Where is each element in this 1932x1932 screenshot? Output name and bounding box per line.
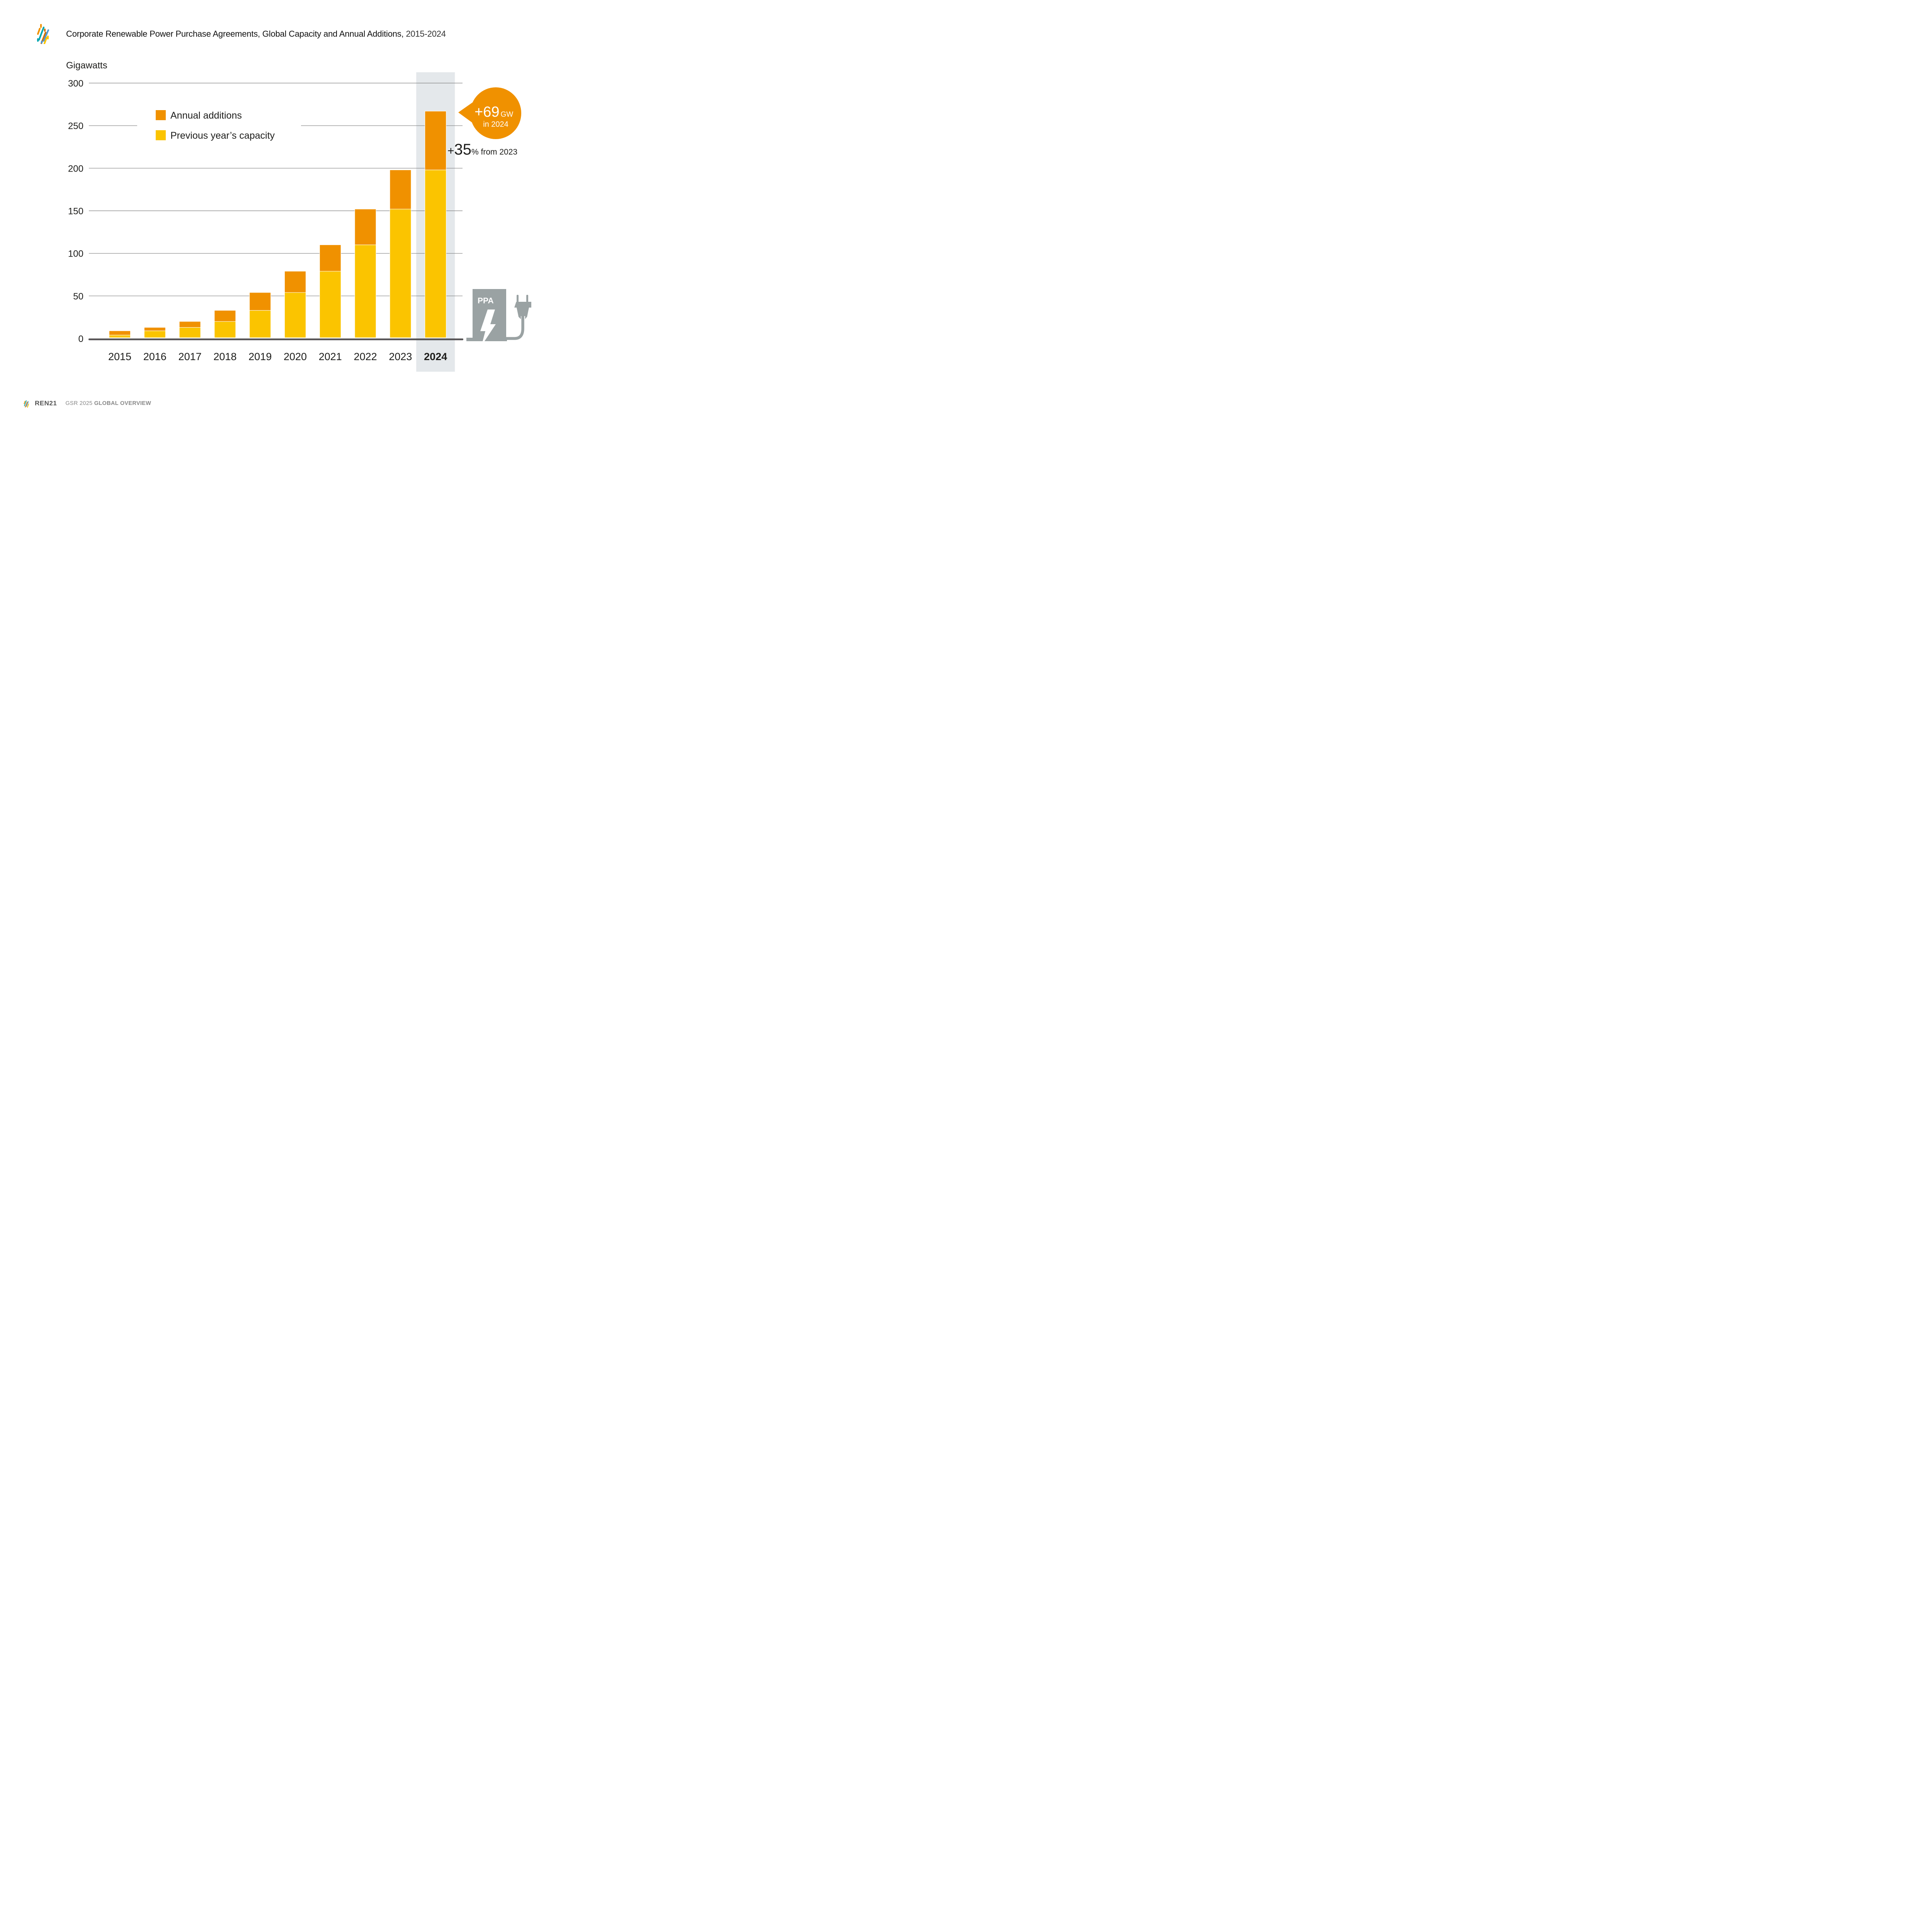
chart-header: Corporate Renewable Power Purchase Agree… xyxy=(36,24,446,44)
footer-report-prefix: GSR 2025 xyxy=(65,400,93,406)
y-axis-title: Gigawatts xyxy=(66,60,107,71)
bar-previous-capacity-2016 xyxy=(144,330,166,338)
x-axis-baseline xyxy=(88,338,463,340)
x-tick-label-2015: 2015 xyxy=(108,351,131,362)
x-tick-label-2024: 2024 xyxy=(424,351,447,362)
x-tick-label-2021: 2021 xyxy=(319,351,342,362)
bar-previous-capacity-2023 xyxy=(389,209,412,338)
callout-value: +69 GW xyxy=(474,104,513,120)
y-tick-label-50: 50 xyxy=(73,291,83,302)
chart-title-main: Corporate Renewable Power Purchase Agree… xyxy=(66,29,404,39)
page-footer: REN21 GSR 2025 GLOBAL OVERVIEW xyxy=(23,399,151,408)
x-tick-label-2016: 2016 xyxy=(143,351,167,362)
legend: Annual additions Previous year’s capacit… xyxy=(156,110,275,141)
bar-annual-additions-2016 xyxy=(144,327,166,331)
chart-title: Corporate Renewable Power Purchase Agree… xyxy=(66,29,446,39)
growth-plus: + xyxy=(447,145,454,157)
plug-pin-right xyxy=(526,295,528,302)
bar-previous-capacity-2024 xyxy=(425,170,447,338)
ppa-plug-icon: PPA xyxy=(466,289,531,346)
y-tick-label-250: 250 xyxy=(68,121,83,131)
ren21-footer-logo-icon xyxy=(24,400,29,408)
bar-annual-additions-2023 xyxy=(389,170,412,209)
bar-previous-capacity-2019 xyxy=(249,310,271,338)
footer-report-bold: GLOBAL OVERVIEW xyxy=(94,400,151,406)
x-tick-label-2018: 2018 xyxy=(213,351,236,362)
bar-annual-additions-2024 xyxy=(425,111,447,170)
bar-previous-capacity-2018 xyxy=(214,321,236,338)
bar-annual-additions-2022 xyxy=(354,209,376,245)
bar-previous-capacity-2020 xyxy=(284,292,306,338)
stacked-bar-chart: 0 50 100 150 200 250 300 2015 2016 2017 2018 2019 20… xyxy=(66,8,531,372)
y-tick-label-150: 150 xyxy=(68,206,83,217)
footer-report-title: GSR 2025 GLOBAL OVERVIEW xyxy=(65,400,151,406)
bar-annual-additions-2019 xyxy=(249,292,271,311)
legend-swatch-previous-capacity xyxy=(156,130,166,140)
bar-previous-capacity-2017 xyxy=(179,327,201,338)
y-tick-label-100: 100 xyxy=(68,249,83,259)
bar-annual-additions-2020 xyxy=(284,271,306,293)
growth-suffix: % from 2023 xyxy=(471,148,517,156)
callout-value-number: +69 xyxy=(474,104,499,120)
callout-value-unit: GW xyxy=(500,111,513,119)
x-tick-label-2019: 2019 xyxy=(248,351,272,362)
legend-swatch-annual-additions xyxy=(156,110,166,120)
growth-annotation: +35% from 2023 xyxy=(447,141,517,158)
bar-annual-additions-2018 xyxy=(214,310,236,322)
chart-title-years: 2015-2024 xyxy=(406,29,446,39)
growth-value: 35 xyxy=(454,141,472,158)
bar-previous-capacity-2021 xyxy=(319,271,341,338)
legend-label-annual-additions: Annual additions xyxy=(170,110,242,121)
bar-previous-capacity-2022 xyxy=(354,245,376,338)
bar-annual-additions-2017 xyxy=(179,321,201,328)
callout-bubble-body xyxy=(470,87,521,139)
callout-subtext: in 2024 xyxy=(483,120,509,129)
lightning-bolt-icon xyxy=(480,310,496,346)
x-tick-label-2020: 2020 xyxy=(284,351,307,362)
y-tick-label-200: 200 xyxy=(68,163,83,174)
legend-label-previous-capacity: Previous year’s capacity xyxy=(170,130,275,141)
bar-annual-additions-2021 xyxy=(319,245,341,272)
y-tick-label-300: 300 xyxy=(68,78,83,89)
ppa-label: PPA xyxy=(478,296,494,305)
callout-bubble-pointer xyxy=(458,102,473,123)
x-tick-label-2022: 2022 xyxy=(354,351,377,362)
plug-head-icon xyxy=(514,302,531,319)
footer-brand: REN21 xyxy=(35,400,57,407)
bar-previous-capacity-2015 xyxy=(109,335,131,338)
additions-callout-bubble: +69 GW in 2024 xyxy=(458,8,522,139)
x-tick-label-2023: 2023 xyxy=(389,351,412,362)
ren21-logo-icon xyxy=(37,24,49,44)
x-tick-label-2017: 2017 xyxy=(179,351,202,362)
plug-cable xyxy=(506,316,524,340)
bar-annual-additions-2015 xyxy=(109,330,131,335)
plug-pin-left xyxy=(517,295,519,302)
ppa-base xyxy=(466,338,507,341)
y-tick-label-0: 0 xyxy=(78,334,83,344)
callout-bubble-shape xyxy=(471,8,522,88)
